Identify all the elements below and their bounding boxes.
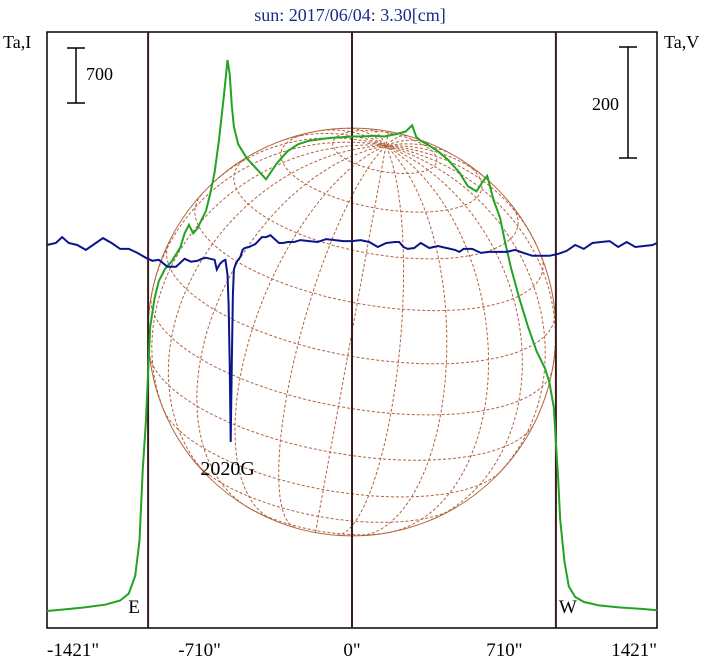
longitude-line: [278, 145, 387, 529]
longitude-line: [385, 131, 389, 146]
limb-labels: E W 2020G: [128, 458, 577, 618]
longitude-line: [196, 145, 387, 508]
latitude-line: [194, 194, 544, 312]
series-line-I: [46, 59, 658, 612]
longitude-line: [315, 145, 387, 533]
scale-bar-label: 700: [86, 64, 113, 84]
limb-label-E: E: [128, 597, 140, 618]
longitude-line: [385, 145, 556, 369]
x-tick-label: 1421": [611, 640, 657, 661]
left-axis-label: Ta,I: [3, 32, 31, 52]
chart-title: sun: 2017/06/04: 3.30[cm]: [254, 5, 446, 25]
right-axis-label: Ta,V: [664, 32, 699, 52]
longitude-line: [151, 144, 386, 412]
longitude-line: [385, 145, 537, 245]
longitude-line: [369, 128, 387, 146]
longitude-line: [385, 134, 407, 147]
series-group: [46, 59, 658, 612]
longitude-line: [322, 129, 387, 147]
longitude-line: [385, 145, 546, 473]
series-line-V: [46, 234, 658, 443]
longitude-line: [234, 145, 387, 520]
limb-lines: [147, 32, 557, 628]
longitude-line: [336, 145, 405, 536]
x-tick-label: -710": [178, 640, 221, 661]
solar-disk-grid: [147, 127, 557, 537]
latitude-line: [166, 241, 556, 365]
longitude-line: [361, 145, 448, 536]
latitude-line: [149, 356, 533, 461]
longitude-line: [167, 145, 386, 481]
longitude-line: [346, 127, 387, 147]
longitude-line: [281, 132, 387, 147]
region-label: 2020G: [200, 458, 254, 480]
longitude-line: [385, 145, 490, 534]
longitude-line: [385, 143, 452, 155]
limb-label-W: W: [559, 597, 577, 618]
longitude-line: [385, 145, 523, 521]
x-tick-labels: -1421" -710" 0" 710" 1421": [47, 640, 657, 661]
scale-bars: 700 200: [67, 46, 637, 159]
longitude-line: [210, 137, 387, 186]
x-tick-label: 0": [343, 640, 360, 661]
x-tick-label: 710": [486, 640, 522, 661]
latitude-line: [163, 411, 501, 498]
scale-bar-label: 200: [592, 94, 619, 114]
longitude-line: [150, 141, 386, 296]
latitude-line: [150, 295, 554, 416]
x-tick-label: -1421": [47, 640, 99, 661]
latitude-line: [233, 156, 519, 260]
